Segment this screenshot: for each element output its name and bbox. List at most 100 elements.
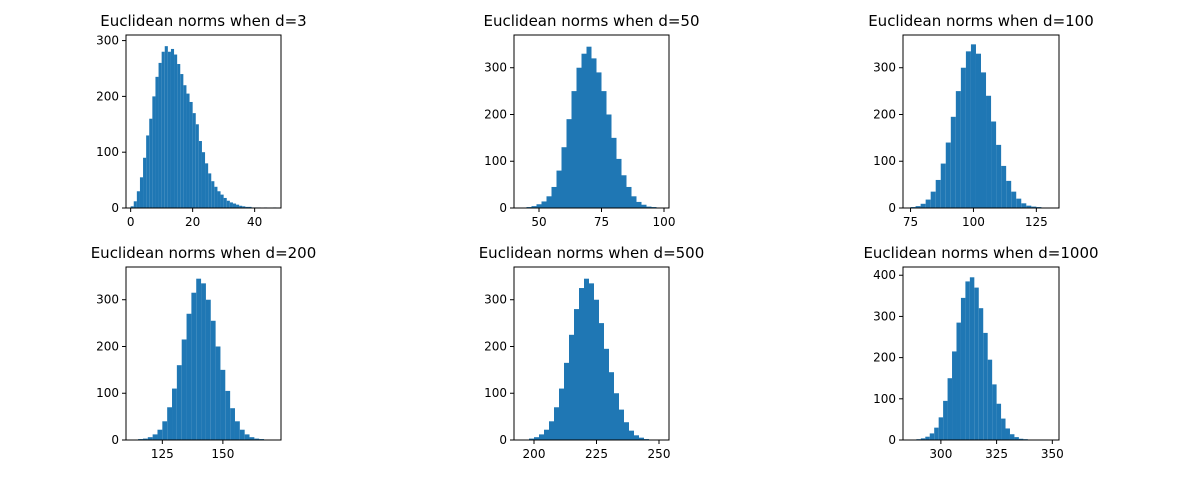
histogram-bar bbox=[146, 135, 150, 208]
histogram-bar bbox=[539, 434, 544, 440]
histogram-bar bbox=[930, 191, 936, 208]
histogram-bar bbox=[947, 378, 953, 440]
histogram-bar bbox=[554, 407, 559, 440]
x-tick-label: 125 bbox=[151, 447, 174, 461]
histogram-bar bbox=[626, 186, 632, 208]
histogram-bar bbox=[965, 51, 971, 208]
histogram-bar bbox=[1018, 438, 1024, 440]
axes-frame bbox=[513, 34, 670, 209]
histogram-bar bbox=[970, 44, 976, 208]
histogram-bar bbox=[579, 288, 584, 440]
y-tick-label: 0 bbox=[888, 433, 896, 447]
histogram-bar bbox=[943, 400, 948, 440]
histogram-bar bbox=[975, 53, 981, 209]
histogram-bar bbox=[996, 144, 1002, 208]
y-tick-label: 200 bbox=[873, 107, 896, 121]
histogram-bar bbox=[920, 438, 926, 440]
histogram-bar bbox=[1001, 418, 1006, 440]
histogram-bar bbox=[566, 119, 572, 208]
x-tick-label: 350 bbox=[1041, 447, 1064, 461]
histogram-bar bbox=[186, 93, 190, 208]
histogram-bar bbox=[161, 51, 165, 208]
histogram-bar bbox=[952, 351, 957, 440]
histogram-bar bbox=[223, 197, 227, 208]
histogram-bar bbox=[201, 152, 206, 208]
histogram-bar bbox=[220, 369, 226, 440]
x-tick-label: 75 bbox=[594, 215, 609, 229]
histogram-bar bbox=[987, 359, 993, 440]
x-tick-label: 50 bbox=[531, 215, 546, 229]
chart-title: Euclidean norms when d=1000 bbox=[863, 244, 1098, 262]
axes-frame bbox=[902, 266, 1060, 441]
histogram-bar bbox=[934, 427, 939, 440]
histogram-bar bbox=[551, 186, 557, 208]
histogram-bar bbox=[571, 91, 577, 208]
histogram-bar bbox=[136, 191, 140, 208]
histogram-bar bbox=[531, 206, 537, 208]
histogram-bar bbox=[940, 163, 946, 208]
y-tick-label: 0 bbox=[111, 433, 119, 447]
histogram-bar bbox=[991, 121, 997, 208]
x-tick-label: 300 bbox=[929, 447, 952, 461]
chart-title: Euclidean norms when d=3 bbox=[100, 12, 306, 30]
histogram-bar bbox=[226, 200, 230, 208]
y-tick-label: 100 bbox=[484, 386, 507, 400]
x-tick-label: 20 bbox=[185, 215, 200, 229]
histogram-bar bbox=[969, 277, 975, 440]
y-tick-label: 300 bbox=[96, 34, 119, 48]
histogram-panel-1: 0 20 40 0 100 200 300 Euclidean norms when d=3 bbox=[96, 12, 307, 229]
x-tick-label: 200 bbox=[523, 447, 546, 461]
y-tick-label: 100 bbox=[96, 386, 119, 400]
histogram-bar bbox=[225, 390, 231, 440]
histogram-bar bbox=[254, 438, 260, 440]
histogram-bar bbox=[1021, 203, 1027, 208]
histogram-bar bbox=[183, 85, 187, 208]
histogram-bar bbox=[236, 204, 240, 208]
y-tick-label: 100 bbox=[96, 145, 119, 159]
histogram-bar bbox=[534, 437, 539, 440]
histogram-bar bbox=[1014, 437, 1019, 440]
histogram-bar bbox=[544, 429, 549, 440]
histogram-bar bbox=[229, 202, 233, 208]
chart-title: Euclidean norms when d=50 bbox=[483, 12, 699, 30]
histogram-bar bbox=[978, 308, 984, 440]
histogram-bar bbox=[174, 54, 178, 208]
y-tick-label: 100 bbox=[873, 392, 896, 406]
histogram-bar bbox=[616, 158, 622, 208]
histogram-bar bbox=[152, 434, 158, 440]
histogram-bar bbox=[974, 287, 979, 440]
histogram-bar bbox=[938, 417, 944, 440]
histogram-bar bbox=[1026, 205, 1032, 208]
histogram-bar bbox=[1011, 191, 1017, 208]
histogram-bar bbox=[601, 91, 607, 208]
histogram-bar bbox=[574, 309, 579, 440]
histogram-bar bbox=[164, 46, 168, 208]
histogram-bar bbox=[986, 95, 992, 208]
y-tick-label: 300 bbox=[484, 293, 507, 307]
histogram-bar bbox=[147, 437, 153, 440]
histogram-bar bbox=[196, 278, 202, 440]
histogram-bar bbox=[584, 278, 589, 440]
histogram-bar bbox=[205, 299, 211, 440]
histogram-bar bbox=[631, 196, 637, 208]
histogram-bar bbox=[157, 429, 163, 440]
histogram-bar bbox=[925, 199, 931, 208]
histogram-bar bbox=[170, 48, 175, 209]
histogram-bar bbox=[639, 437, 644, 440]
histogram-bar bbox=[646, 206, 652, 208]
histogram-bar bbox=[217, 191, 221, 208]
histogram-bar bbox=[248, 206, 252, 208]
y-tick-label: 200 bbox=[96, 339, 119, 353]
x-tick-label: 325 bbox=[985, 447, 1008, 461]
y-tick-label: 100 bbox=[873, 154, 896, 168]
histogram-bar bbox=[242, 206, 246, 208]
x-tick-label: 100 bbox=[653, 215, 676, 229]
histogram-bar bbox=[191, 292, 197, 440]
histogram-bar bbox=[564, 362, 569, 440]
histogram-bar bbox=[177, 64, 181, 209]
histogram-bar bbox=[149, 118, 153, 208]
histogram-bar bbox=[181, 339, 187, 440]
histogram-bar bbox=[992, 384, 997, 440]
histogram-bar bbox=[152, 96, 156, 208]
histogram-bar bbox=[624, 422, 629, 440]
